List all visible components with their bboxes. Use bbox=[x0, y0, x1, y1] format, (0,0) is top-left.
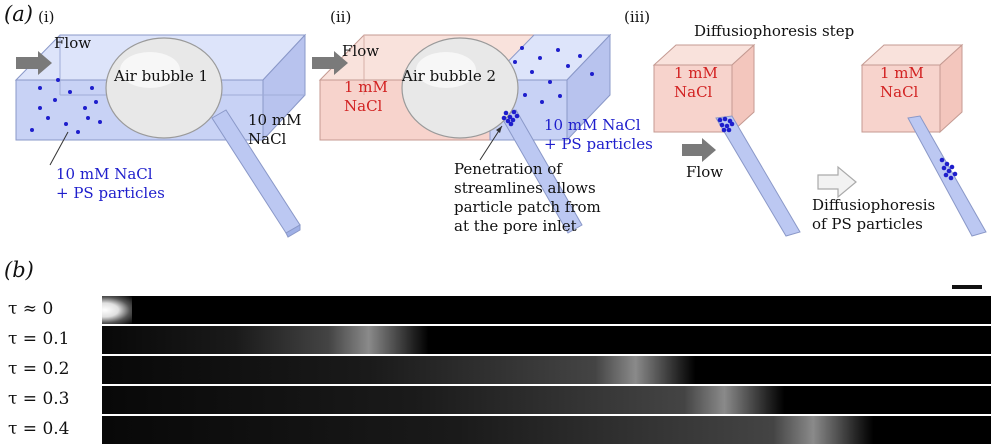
particle-front-glow bbox=[102, 416, 874, 444]
figure-iii bbox=[652, 43, 987, 237]
dp-label-line1: Diffusiophoresis bbox=[812, 196, 936, 214]
flow-label-iii: Flow bbox=[686, 163, 724, 181]
note-line2: streamlines allows bbox=[454, 179, 596, 197]
dp-label-line2: of PS particles bbox=[812, 215, 923, 233]
particle-front-glow bbox=[102, 356, 696, 384]
pore-2-label-line2: + PS particles bbox=[544, 135, 653, 153]
panel-a-letter: (a) bbox=[4, 2, 33, 26]
micrograph-strip bbox=[102, 296, 991, 324]
tau-label: τ = 0.2 bbox=[8, 359, 70, 379]
air-bubble-2 bbox=[401, 37, 519, 139]
tau-label: τ = 0.1 bbox=[8, 329, 70, 349]
flow-label-i: Flow bbox=[54, 34, 92, 52]
panel-a-sub-iii: (iii) bbox=[624, 8, 651, 26]
step-title: Diffusiophoresis step bbox=[694, 22, 855, 40]
particle-front-glow bbox=[102, 386, 785, 414]
bubble-1-label: Air bubble 1 bbox=[114, 67, 209, 85]
flow-arrow-i bbox=[16, 51, 52, 75]
flow-label-ii: Flow bbox=[342, 42, 380, 60]
micrograph-strip bbox=[102, 386, 991, 414]
note-line4: at the pore inlet bbox=[454, 217, 577, 235]
channel-2-label-line1: 1 mM bbox=[344, 78, 388, 96]
panel-a-sub-i: (i) bbox=[38, 8, 55, 26]
note-line3: particle patch from bbox=[454, 198, 601, 216]
micrograph-strip bbox=[102, 356, 991, 384]
pore-2-label-line1: 10 mM NaCl bbox=[544, 116, 641, 134]
pore-end bbox=[285, 224, 301, 238]
micrograph-strip bbox=[102, 416, 991, 444]
flow-arrow-ii bbox=[312, 51, 348, 75]
channel-1-label-line1: 10 mM NaCl bbox=[56, 165, 153, 183]
scale-bar bbox=[952, 285, 982, 289]
flow-arrow-iii bbox=[682, 138, 716, 162]
panel-a-sub-ii: (ii) bbox=[330, 8, 352, 26]
tau-label: τ = 0.3 bbox=[8, 389, 70, 409]
particles-i bbox=[30, 78, 102, 134]
box-a-pore bbox=[715, 115, 801, 237]
air-bubble-1 bbox=[105, 37, 223, 139]
bubble-2-label: Air bubble 2 bbox=[402, 67, 497, 85]
box-a-label-line1: 1 mM bbox=[674, 64, 718, 82]
micrograph-strip bbox=[102, 326, 991, 354]
figure-i bbox=[14, 33, 307, 238]
tau-label: τ = 0.4 bbox=[8, 419, 70, 439]
box-b-label-line1: 1 mM bbox=[880, 64, 924, 82]
tau-label: τ ≈ 0 bbox=[8, 299, 54, 319]
figure-ii bbox=[312, 33, 612, 234]
box-b-label-line2: NaCl bbox=[880, 83, 919, 101]
particle-front-glow bbox=[102, 296, 132, 324]
hollow-arrow bbox=[817, 165, 857, 199]
pore-1-label-line1: 10 mM bbox=[248, 111, 302, 129]
particle-front-glow bbox=[102, 326, 429, 354]
panel-b-letter: (b) bbox=[4, 258, 34, 282]
box-a-label-line2: NaCl bbox=[674, 83, 713, 101]
channel-1-label-line2: + PS particles bbox=[56, 184, 165, 202]
note-line1: Penetration of bbox=[454, 160, 562, 178]
particles-ii bbox=[501, 46, 594, 127]
channel-2-label-line2: NaCl bbox=[344, 97, 383, 115]
pore-1-label-line2: NaCl bbox=[248, 130, 287, 148]
